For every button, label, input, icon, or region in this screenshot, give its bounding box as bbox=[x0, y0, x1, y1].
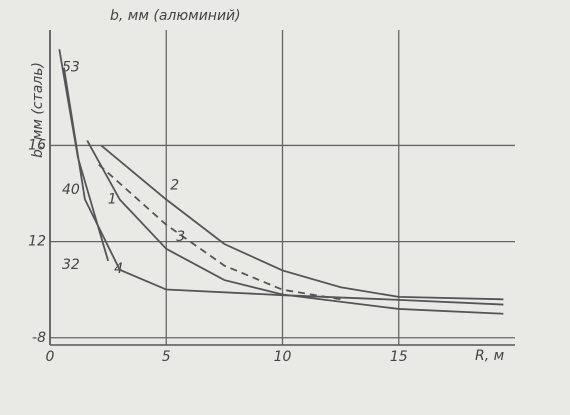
x-tick-label: 0 bbox=[46, 349, 55, 365]
y2-axis-label: b, мм (алюминий) bbox=[110, 8, 241, 24]
y-tick-label: 16 bbox=[28, 137, 46, 153]
x-tick-label: 5 bbox=[162, 349, 171, 365]
y-tick-label: 12 bbox=[28, 234, 46, 250]
x-tick-label: 10 bbox=[274, 349, 292, 365]
x-tick-label: 15 bbox=[390, 349, 408, 365]
x-axis-label: R, м bbox=[475, 348, 505, 364]
y-axis-label: b, мм (сталь) bbox=[30, 62, 46, 158]
y2-tick-label: 40 bbox=[62, 182, 80, 198]
series-line bbox=[100, 144, 504, 301]
series-line bbox=[86, 140, 504, 315]
series-label: 1 bbox=[108, 192, 117, 208]
y2-tick-label: 53 bbox=[62, 60, 80, 76]
series-label: 2 bbox=[170, 178, 179, 194]
series-line bbox=[63, 67, 504, 306]
series-label: 3 bbox=[176, 229, 185, 245]
y-tick-label: -8 bbox=[32, 330, 46, 346]
series-line bbox=[98, 163, 341, 301]
y2-tick-label: 32 bbox=[62, 257, 80, 273]
